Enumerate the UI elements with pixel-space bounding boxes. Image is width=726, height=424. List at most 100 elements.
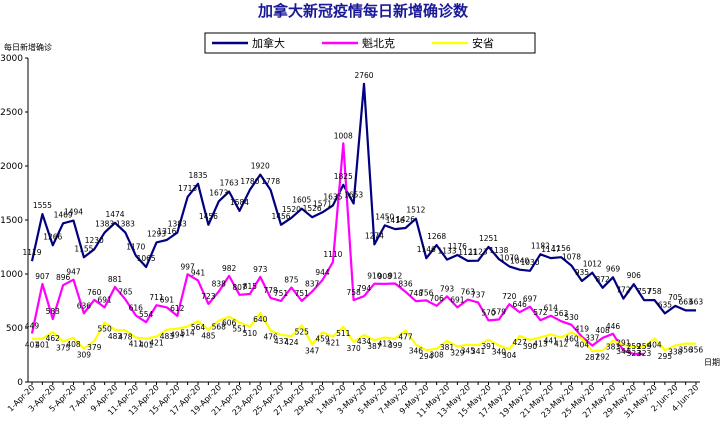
data-label-1: 711 [149,293,164,302]
data-label-0: 1456 [199,212,218,221]
data-label-0: 1182 [531,241,550,250]
data-label-2: 483 [108,332,123,341]
data-label-1: 838 [212,279,227,288]
data-label-0: 1920 [251,162,270,171]
data-label-0: 1123 [469,248,488,257]
data-label-1: 737 [471,290,486,299]
data-label-0: 1065 [137,254,156,263]
data-label-1: 449 [25,322,40,331]
data-label-1: 756 [419,288,434,297]
data-label-2: 441 [544,336,559,345]
data-label-1: 778 [263,286,278,295]
data-label-2: 329 [450,348,465,357]
data-label-0: 772 [616,286,631,295]
y-tick-label: 2500 [0,108,23,118]
data-label-1: 997 [180,262,195,271]
data-label-1: 579 [492,307,507,316]
data-label-1: 614 [544,304,559,313]
series-line-0 [30,82,696,315]
data-label-1: 408 [595,326,610,335]
series-lines [30,82,696,356]
data-label-0: 1713 [178,184,197,193]
data-label-0: 1133 [437,247,456,256]
data-label-2: 295 [658,352,673,361]
data-label-1: 291 [616,339,631,348]
series-line-1 [30,142,645,356]
data-label-0: 1605 [292,196,311,205]
data-label-1: 691 [97,295,112,304]
legend-label-ontario: 安省 [472,36,494,50]
data-label-2: 411 [129,340,144,349]
data-label-0: 1119 [22,248,41,257]
y-ticks: 0 500 1000 1500 2000 2500 3000 [0,54,28,388]
data-label-0: 1673 [209,188,228,197]
data-label-1: 896 [56,273,71,282]
data-label-2: 341 [471,347,486,356]
data-label-1: 836 [398,280,413,289]
data-label-1: 912 [388,272,403,281]
data-label-2: 510 [243,329,258,338]
data-label-2: 340 [492,347,507,356]
data-label-0: 1778 [261,177,280,186]
data-label-2: 375 [56,344,71,353]
data-labels: 1119155512661469149411551230138314741383… [22,71,703,362]
data-label-1: 881 [108,275,123,284]
data-label-0: 1266 [43,232,62,241]
data-label-2: 370 [346,344,361,353]
data-label-1: 751 [274,289,289,298]
data-label-2: 412 [378,340,393,349]
data-label-1: 760 [87,288,102,297]
data-label-0: 1030 [520,258,539,267]
chart-title: 加拿大新冠疫情每日新增确诊数 [257,2,469,20]
data-label-0: 1230 [85,236,104,245]
data-label-2: 485 [201,332,216,341]
data-label-0: 1274 [365,231,384,240]
data-label-1: 563 [554,309,569,318]
data-label-1: 706 [429,294,444,303]
data-label-2: 494 [170,331,185,340]
data-label-2: 401 [25,341,40,350]
data-label-1: 793 [440,284,455,293]
data-label-0: 1383 [95,220,114,229]
data-label-2: 462 [46,334,61,343]
data-label-2: 551 [232,324,247,333]
legend: 加拿大 魁北克 安省 [204,32,536,54]
data-label-0: 2760 [354,71,373,80]
data-label-1: 583 [46,307,61,316]
data-label-0: 705 [668,293,683,302]
data-label-2: 390 [523,342,538,351]
data-label-0: 935 [575,268,590,277]
data-label-2: 346 [409,347,424,356]
data-label-0: 1825 [334,172,353,181]
data-label-2: 606 [222,319,237,328]
data-label-1: 815 [243,282,258,291]
data-label-0: 1512 [406,206,425,215]
data-label-0: 1555 [33,201,52,210]
data-label-2: 323 [627,349,642,358]
data-label-1: 910 [367,272,382,281]
data-label-1: 837 [305,280,320,289]
data-label-2: 550 [97,325,112,334]
data-label-0: 1176 [448,242,467,251]
data-label-0: 1835 [188,171,207,180]
data-label-0: 1474 [105,210,124,219]
data-label-1: 908 [378,272,393,281]
data-label-2: 511 [336,329,351,338]
data-label-1: 419 [575,325,590,334]
data-label-1: 807 [232,283,247,292]
data-label-0: 1526 [303,204,322,213]
data-label-2: 323 [637,349,652,358]
data-label-1: 758 [346,288,361,297]
data-label-2: 347 [305,347,320,356]
data-label-0: 1155 [74,244,93,253]
data-label-2: 304 [502,351,517,360]
data-label-0: 1040 [510,257,529,266]
data-label-1: 947 [66,268,81,277]
data-label-0: 757 [637,287,652,296]
data-label-0: 1078 [562,253,581,262]
data-label-1: 636 [77,301,92,310]
data-label-2: 356 [689,346,704,355]
data-label-2: 401 [35,341,50,350]
data-label-2: 413 [533,339,548,348]
y-tick-label: 3000 [0,54,23,64]
